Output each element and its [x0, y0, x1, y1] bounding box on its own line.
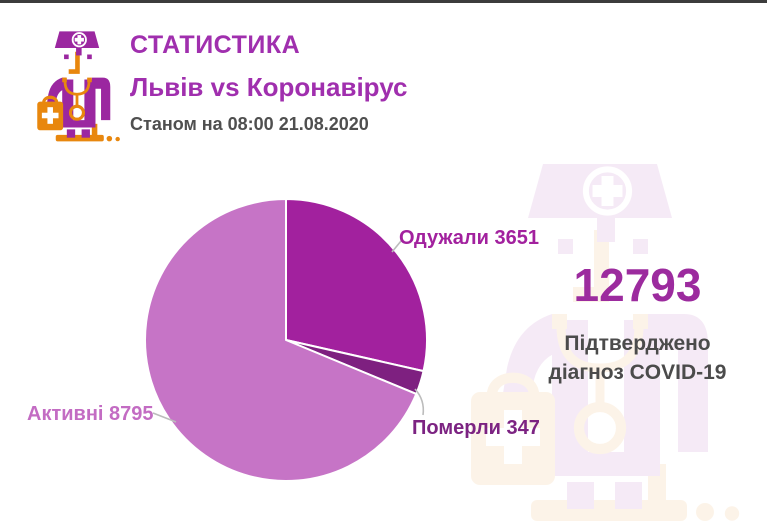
- page-title: СТАТИСТИКА: [130, 31, 301, 59]
- died-value: 347: [506, 417, 540, 439]
- page-subtitle: Львів vs Коронавірус: [130, 72, 408, 102]
- confirmed-summary: 12793 Підтверджено діагноз COVID-19: [505, 262, 767, 387]
- as-of-timestamp: Станом на 08:00 21.08.2020: [130, 114, 369, 134]
- died-label: Померли: [412, 417, 501, 439]
- confirmed-caption-line2: діагноз COVID-19: [548, 361, 727, 384]
- recovered-label: Одужали: [399, 227, 489, 249]
- active-value: 8795: [109, 403, 154, 425]
- pie-label-died: Померли 347: [412, 418, 540, 438]
- pie-label-active: Активні 8795: [27, 404, 154, 424]
- active-label: Активні: [27, 403, 104, 425]
- header: СТАТИСТИКА Львів vs Коронавірус Станом н…: [130, 31, 550, 134]
- recovered-value: 3651: [494, 227, 539, 249]
- confirmed-total: 12793: [573, 259, 702, 311]
- pie-label-recovered: Одужали 3651: [399, 228, 539, 248]
- doctor-icon: [30, 24, 124, 146]
- confirmed-caption-line1: Підтверджено: [564, 332, 711, 355]
- pie-chart: [144, 198, 428, 482]
- top-border-line: [0, 0, 767, 3]
